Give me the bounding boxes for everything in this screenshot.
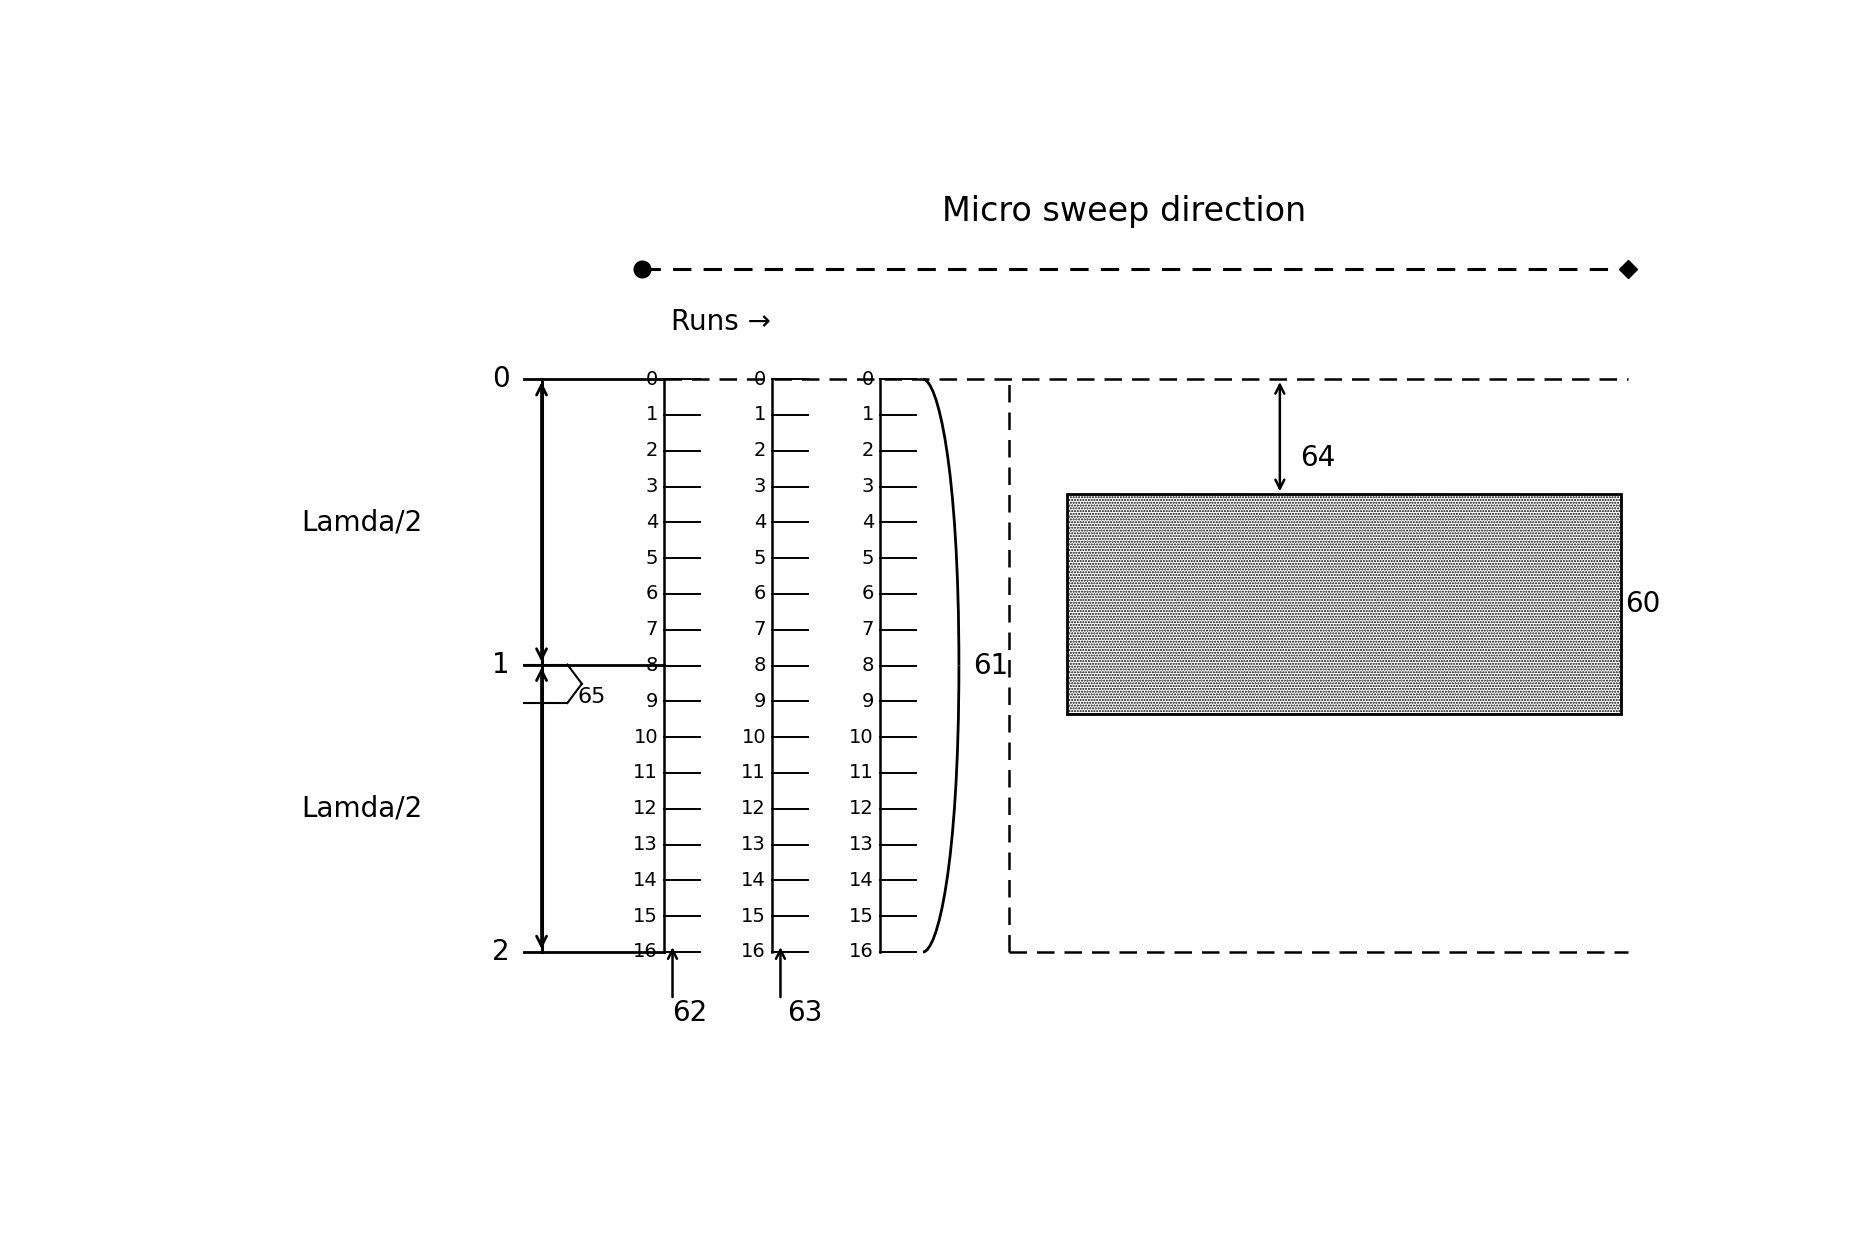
Text: 12: 12 (741, 800, 767, 819)
Text: Runs →: Runs → (670, 307, 771, 336)
Text: 16: 16 (849, 943, 875, 962)
Text: Lamda/2: Lamda/2 (301, 509, 422, 537)
Text: 6: 6 (754, 585, 767, 603)
Text: 4: 4 (862, 513, 875, 532)
Text: 5: 5 (646, 549, 657, 567)
Text: 2: 2 (862, 442, 875, 460)
Bar (1066, 494, 1621, 714)
Text: 14: 14 (849, 871, 875, 889)
Text: 1: 1 (492, 651, 511, 679)
Text: 61: 61 (973, 652, 1008, 679)
Text: 13: 13 (633, 835, 657, 855)
Text: 8: 8 (862, 656, 875, 675)
Text: 3: 3 (754, 476, 767, 496)
Text: 11: 11 (849, 764, 875, 782)
Text: 0: 0 (492, 366, 511, 393)
Text: 15: 15 (741, 907, 767, 926)
Text: 4: 4 (754, 513, 767, 532)
Text: 14: 14 (741, 871, 767, 889)
Text: 60: 60 (1625, 590, 1660, 618)
Text: 1: 1 (862, 406, 875, 424)
Text: 4: 4 (646, 513, 657, 532)
Text: 12: 12 (849, 800, 875, 819)
Text: 8: 8 (646, 656, 657, 675)
Text: 65: 65 (578, 687, 605, 707)
Text: 10: 10 (849, 728, 875, 746)
Text: 10: 10 (741, 728, 767, 746)
Text: 62: 62 (672, 999, 708, 1028)
Text: 0: 0 (646, 369, 657, 388)
Text: 7: 7 (646, 621, 657, 639)
Text: 15: 15 (633, 907, 657, 926)
Text: 3: 3 (862, 476, 875, 496)
Text: 13: 13 (741, 835, 767, 855)
Text: 16: 16 (741, 943, 767, 962)
Text: 9: 9 (754, 692, 767, 710)
Text: 7: 7 (862, 621, 875, 639)
Text: 9: 9 (862, 692, 875, 710)
Text: 16: 16 (633, 943, 657, 962)
Text: 0: 0 (754, 369, 767, 388)
Text: 1: 1 (754, 406, 767, 424)
Text: 15: 15 (849, 907, 875, 926)
Text: 11: 11 (741, 764, 767, 782)
Text: 9: 9 (646, 692, 657, 710)
Text: 10: 10 (633, 728, 657, 746)
Text: 11: 11 (633, 764, 657, 782)
Text: Micro sweep direction: Micro sweep direction (941, 195, 1307, 228)
Text: 2: 2 (646, 442, 657, 460)
Text: 0: 0 (862, 369, 875, 388)
Text: 3: 3 (646, 476, 657, 496)
Text: 1: 1 (646, 406, 657, 424)
Text: 5: 5 (862, 549, 875, 567)
Text: 63: 63 (787, 999, 823, 1028)
Text: 5: 5 (754, 549, 767, 567)
Text: 8: 8 (754, 656, 767, 675)
Text: 12: 12 (633, 800, 657, 819)
Text: 2: 2 (754, 442, 767, 460)
Text: 64: 64 (1300, 444, 1335, 471)
Text: 14: 14 (633, 871, 657, 889)
Text: 7: 7 (754, 621, 767, 639)
Text: 6: 6 (646, 585, 657, 603)
Text: 2: 2 (492, 938, 511, 967)
Text: Lamda/2: Lamda/2 (301, 795, 422, 822)
Text: 13: 13 (849, 835, 875, 855)
Text: 6: 6 (862, 585, 875, 603)
